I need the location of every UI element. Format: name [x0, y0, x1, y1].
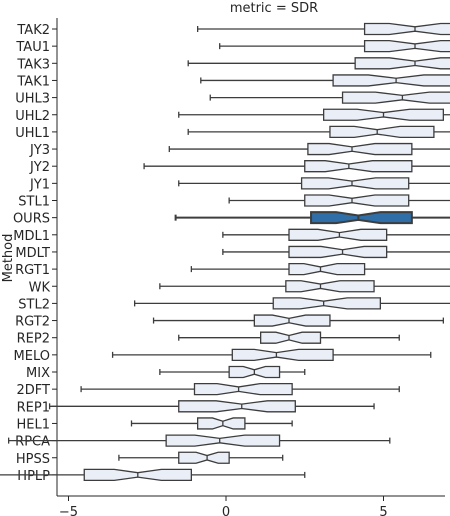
y-tick-label: JY2 [29, 160, 50, 175]
box-stl2 [272, 297, 381, 310]
y-tick-label: JY3 [29, 143, 50, 158]
y-tick-label: STL1 [18, 195, 50, 210]
box-hpss [178, 451, 230, 464]
box-tau1 [363, 40, 450, 53]
chart-title: metric = SDR [230, 1, 318, 16]
y-tick-label: WK [29, 280, 51, 295]
box-jy1 [300, 177, 410, 190]
box-uhl1 [329, 125, 435, 139]
box-melo [231, 348, 334, 361]
box-tak1 [332, 74, 450, 87]
y-tick-label: TAK3 [16, 57, 50, 72]
box-rpca [165, 434, 281, 447]
y-tick-label: OURS [13, 212, 50, 227]
y-tick-label: UHL3 [15, 92, 50, 107]
box-uhl3 [341, 91, 450, 104]
y-tick-label: RGT1 [15, 263, 50, 278]
y-tick-label: HEL1 [16, 417, 50, 432]
x-tick-label: 0 [222, 505, 230, 516]
y-tick-label: RGT2 [15, 315, 50, 330]
box-jy3 [307, 142, 413, 156]
y-tick-label: MDLT [15, 246, 50, 261]
box-mdl1 [288, 228, 388, 241]
box-mdlt [288, 245, 388, 259]
box-rep1 [178, 400, 296, 413]
box-stl1 [304, 194, 410, 207]
box-rgt2 [253, 314, 331, 327]
box-jy2 [304, 160, 413, 173]
box-tak3 [354, 57, 450, 70]
y-tick-label: TAK2 [16, 23, 50, 38]
x-tick-label: −5 [59, 505, 78, 516]
box-ours [310, 211, 413, 225]
y-tick-label: RPCA [15, 435, 50, 450]
box-rgt1 [288, 262, 366, 276]
y-tick-label: HPLP [17, 469, 50, 484]
box-hel1 [197, 417, 246, 430]
y-tick-label: 2DFT [17, 383, 51, 398]
y-tick-label: TAK1 [16, 74, 50, 89]
box-rep2 [260, 331, 322, 344]
y-tick-label: MELO [14, 349, 50, 364]
y-tick-label: TAU1 [15, 40, 50, 55]
y-tick-label: STL2 [18, 297, 50, 312]
y-tick-label: MIX [26, 366, 50, 381]
x-tick-label: 5 [379, 505, 387, 516]
y-tick-label: UHL1 [15, 126, 50, 141]
box-tak2 [363, 22, 450, 36]
y-axis-label: Method [1, 234, 16, 283]
y-tick-label: UHL2 [15, 109, 50, 124]
y-tick-label: HPSS [16, 452, 50, 467]
y-tick-label: MDL1 [13, 229, 50, 244]
y-tick-label: JY1 [29, 177, 50, 192]
box-wk [285, 280, 375, 293]
y-tick-label: REP1 [17, 400, 50, 415]
y-tick-label: REP2 [17, 332, 50, 347]
box-2dft [193, 383, 293, 396]
